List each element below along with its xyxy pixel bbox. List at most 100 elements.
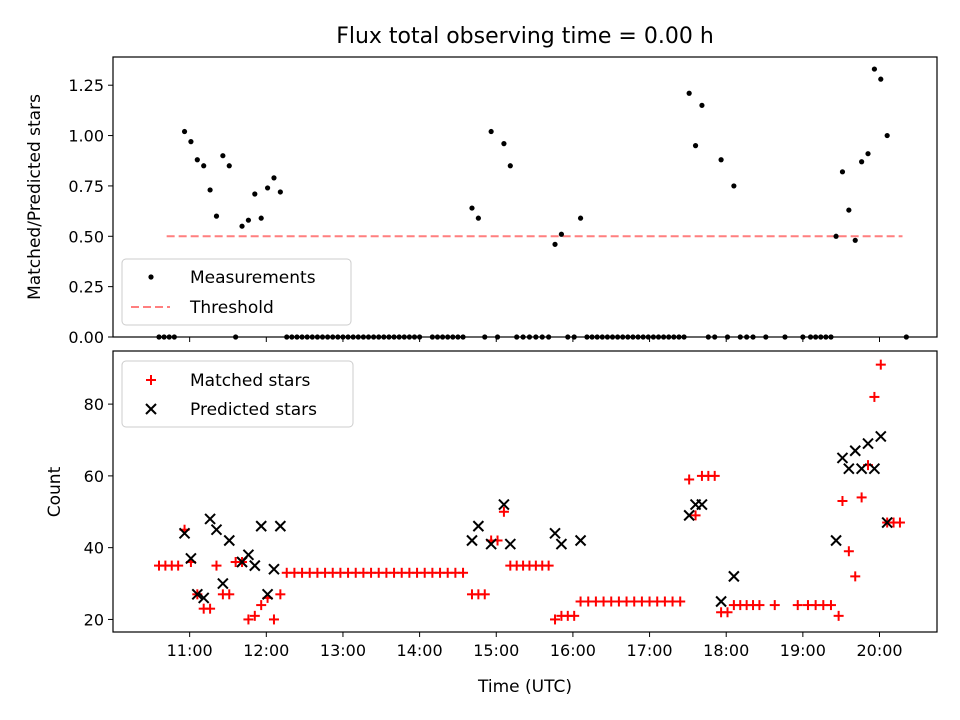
matched-star-point (498, 506, 509, 517)
predicted-star-point (472, 520, 485, 532)
predicted-star-point (274, 520, 287, 532)
matched-star-point (173, 560, 184, 571)
ratio-y-ticks: 0.00 0.25 0.50 0.75 1.00 1.25 (68, 76, 113, 347)
measurement-point (194, 157, 200, 163)
matched-star-point (894, 517, 905, 528)
x-axis-label: Time (UTC) (477, 677, 572, 697)
predicted-star-point (549, 527, 561, 540)
x-tick-label: 20:00 (856, 641, 902, 660)
y-tick-label: 1.00 (68, 127, 104, 146)
measurement-point (201, 163, 207, 169)
chart-title: Flux total observing time = 0.00 h (336, 24, 714, 49)
x-tick-label: 18:00 (703, 641, 749, 660)
predicted-star-point (881, 516, 893, 529)
measurement-point (239, 223, 245, 229)
x-tick-label: 15:00 (473, 641, 519, 660)
matched-star-point (843, 546, 854, 557)
matched-star-point (256, 600, 267, 611)
legend-marker-matched (146, 375, 156, 385)
legend-box (121, 360, 354, 428)
predicted-star-point (830, 534, 842, 547)
measurement-point (501, 141, 507, 147)
matched-star-point (754, 600, 765, 611)
measurement-point (878, 76, 884, 82)
predicted-star-point (555, 538, 568, 550)
matched-star-point (268, 614, 279, 625)
matched-star-point (792, 600, 803, 611)
x-tick-label: 14:00 (397, 641, 443, 660)
predicted-star-point (255, 520, 267, 532)
predicted-star-point (485, 538, 497, 550)
ratio-axes: 0.00 0.25 0.50 0.75 1.00 1.25 Matched/Predict… (25, 56, 938, 347)
measurement-point (469, 205, 475, 211)
matched-star-point (684, 474, 695, 485)
x-tick-label: 12:00 (243, 641, 289, 660)
predicted-star-point (504, 538, 517, 550)
count-legend: Matched stars Predicted stars (121, 360, 354, 428)
measurement-point (188, 139, 194, 145)
measurement-point (258, 215, 264, 221)
measurement-point (264, 185, 271, 191)
predicted-star-point (204, 513, 216, 525)
predicted-star-point (185, 552, 197, 565)
predicted-star-point (836, 452, 849, 464)
y-tick-label: 80 (84, 395, 104, 414)
measurement-point (871, 66, 878, 72)
predicted-star-point (574, 534, 587, 547)
measurement-point (213, 213, 220, 219)
matched-star-point (224, 589, 235, 600)
count-series (153, 359, 905, 625)
predicted-star-point (862, 437, 874, 450)
predicted-star-point (249, 559, 261, 572)
matched-star-point (205, 603, 216, 614)
predicted-star-point (683, 509, 695, 522)
legend-box (121, 258, 352, 326)
measurement-point (699, 102, 705, 108)
measurement-point (220, 153, 226, 159)
ratio-axes-frame (112, 56, 938, 338)
matched-star-point (709, 470, 720, 481)
predicted-star-point (715, 595, 727, 608)
matched-star-point (569, 610, 580, 621)
y-tick-label: 40 (84, 539, 104, 558)
measurement-point (488, 128, 494, 135)
measurement-point (692, 143, 699, 149)
predicted-star-point (728, 570, 740, 583)
predicted-star-point (855, 463, 868, 475)
ratio-legend: Measurements Threshold (121, 258, 352, 326)
matched-star-point (875, 359, 886, 370)
matched-star-point (243, 614, 254, 625)
measurement-point (852, 237, 858, 243)
measurement-point (245, 217, 252, 223)
measurement-point (865, 151, 871, 157)
matched-star-point (249, 610, 260, 621)
count-axes: 11:00 12:00 13:00 14:00 15:00 16:00 17:00 18:00… (45, 350, 938, 697)
predicted-star-point (268, 563, 280, 575)
legend-label-threshold: Threshold (189, 298, 274, 318)
matched-star-point (722, 607, 733, 618)
predicted-star-point (498, 498, 510, 511)
legend-marker-measurements (148, 274, 154, 280)
y-tick-label: 20 (84, 610, 104, 629)
predicted-star-point (875, 430, 887, 443)
measurement-point (846, 207, 852, 213)
measurement-point (271, 175, 277, 181)
matched-star-point (543, 560, 554, 571)
predicted-star-point (223, 534, 235, 547)
legend-label-predicted: Predicted stars (190, 400, 317, 420)
measurement-point (577, 215, 584, 221)
y-tick-label: 60 (84, 467, 104, 486)
measurement-point (507, 163, 513, 169)
count-y-ticks: 20 40 60 80 (84, 395, 113, 629)
legend-label-matched: Matched stars (190, 371, 310, 391)
predicted-star-point (843, 463, 855, 475)
measurement-point (181, 128, 188, 135)
measurement-point (718, 157, 724, 163)
matched-star-point (850, 571, 861, 582)
matched-star-point (458, 567, 469, 578)
measurement-point (558, 231, 565, 237)
legend-marker-predicted (145, 403, 157, 415)
y-tick-label: 1.25 (68, 76, 104, 95)
predicted-star-point (242, 549, 255, 561)
